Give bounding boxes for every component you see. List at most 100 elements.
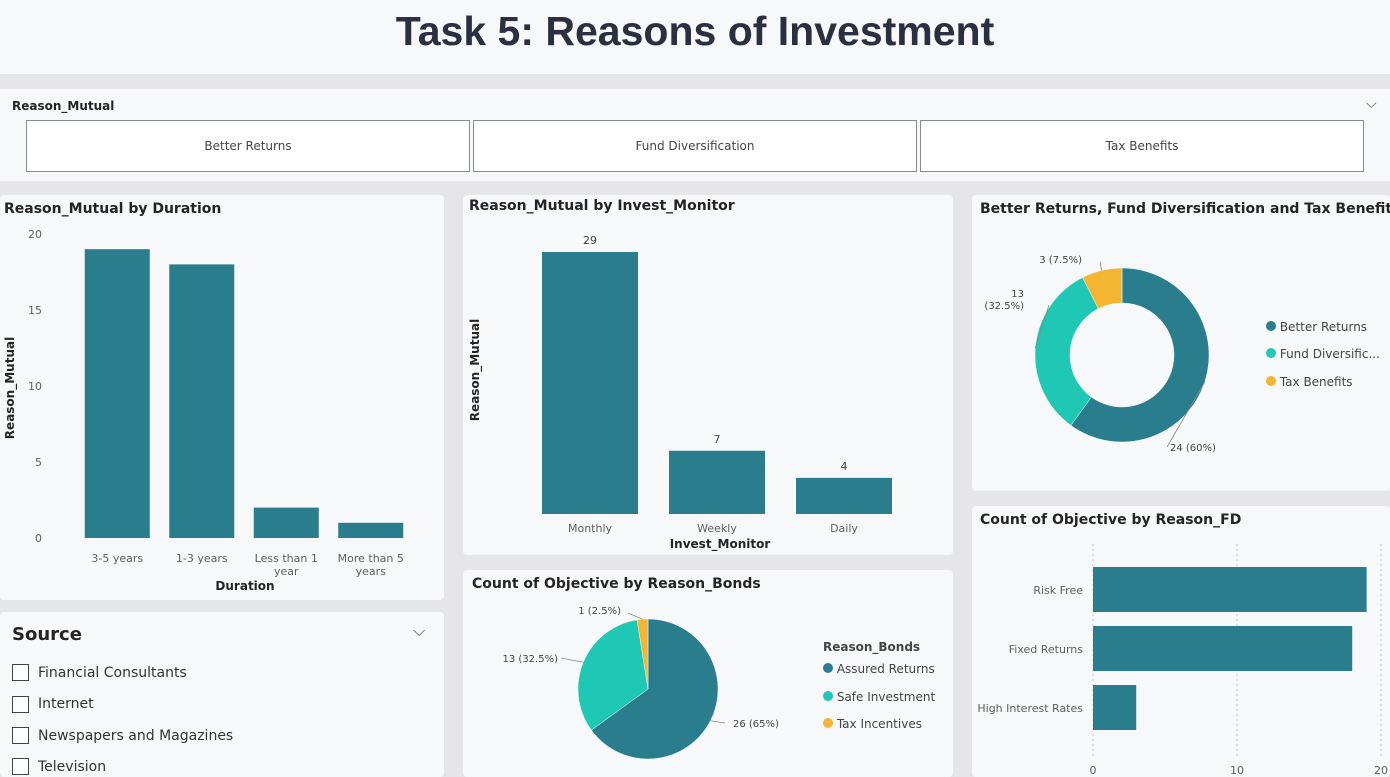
legend-dot [1266, 321, 1276, 331]
checkbox[interactable] [12, 695, 29, 713]
x-tick-label: Daily [830, 522, 858, 535]
checkbox[interactable] [12, 727, 29, 744]
x-axis-title: Duration [215, 579, 274, 593]
slice [577, 619, 649, 731]
data-label: 4 [841, 460, 848, 473]
chevron-down-icon[interactable]: ⌵ [413, 621, 426, 640]
leader-line [710, 720, 726, 724]
x-axis-title: Invest_Monitor [670, 537, 771, 552]
x-tick-label: 3-5 years [91, 552, 143, 565]
source-item-label: Newspapers and Magazines [38, 727, 234, 744]
legend-dot [1266, 348, 1276, 358]
legend-item[interactable]: Tax Benefits [1266, 375, 1380, 389]
slice [1070, 267, 1210, 443]
leader-line [627, 612, 643, 620]
y-tick-label: 10 [28, 380, 42, 393]
x-tick-label: 10 [1230, 764, 1244, 777]
checkbox[interactable] [12, 664, 29, 681]
source-item-label: Television [38, 758, 107, 775]
data-label: 24 (60%) [1170, 443, 1216, 454]
y-tick-label: Fixed Returns [1009, 643, 1084, 656]
bar [253, 507, 319, 538]
leader-line [1099, 261, 1103, 271]
data-label: 7 [714, 433, 721, 446]
x-tick-label: year [274, 565, 299, 578]
leader-line [1166, 381, 1206, 448]
data-label: 13 [1011, 289, 1024, 300]
checkbox[interactable] [12, 758, 29, 775]
bonds-legend: Reason_Bonds Assured Returns Safe Invest… [823, 640, 935, 731]
y-tick-label: 5 [35, 456, 42, 469]
legend-dot [823, 663, 833, 673]
slice [1082, 267, 1123, 310]
legend-item[interactable]: Better Returns [1266, 320, 1380, 347]
x-tick-label: Weekly [697, 522, 737, 535]
duration-chart: 0 5 10 15 20 Reason_Mutual 3-5 years 1-3 years L… [3, 228, 404, 593]
bar [1093, 685, 1137, 730]
bar [84, 249, 150, 538]
duration-chart-title: Reason_Mutual by Duration [4, 201, 222, 217]
page-title: Task 5: Reasons of Investment [395, 8, 995, 54]
bar [338, 522, 404, 538]
donut-legend: Better Returns Fund Diversific... Tax Be… [1266, 320, 1380, 389]
source-item-label: Financial Consultants [38, 664, 187, 681]
leader-line [560, 657, 584, 663]
x-tick-label: Less than 1 [255, 552, 318, 565]
x-tick-label: 0 [1090, 764, 1097, 777]
slice [636, 618, 649, 690]
data-label: 13 (32.5%) [503, 654, 559, 665]
bar [169, 264, 235, 538]
tile-fund-diversification[interactable]: Fund Diversification [473, 120, 917, 172]
fd-chart-title: Count of Objective by Reason_FD [980, 512, 1242, 528]
legend-title: Reason_Bonds [823, 640, 921, 654]
source-item[interactable]: Internet [12, 688, 233, 720]
y-tick-label: 15 [28, 304, 42, 317]
x-tick-label: More than 5 [338, 552, 404, 565]
y-tick-label: 20 [28, 228, 42, 241]
source-slicer-title: Source [12, 624, 82, 645]
legend-item[interactable]: Assured Returns [823, 662, 935, 690]
bar [669, 450, 765, 514]
tile-better-returns[interactable]: Better Returns [26, 120, 470, 172]
slicer-title: Reason_Mutual [12, 99, 115, 113]
legend-item[interactable]: Fund Diversific... [1266, 347, 1380, 375]
bar [542, 252, 638, 514]
donut-chart-title: Better Returns, Fund Diversification and… [980, 201, 1390, 217]
leader-line [1034, 304, 1050, 349]
slice [1034, 277, 1099, 426]
data-label: 29 [583, 234, 597, 247]
x-tick-label: 20 [1374, 764, 1388, 777]
monitor-chart: Reason_Mutual 29 Monthly 7 Weekly 4 Daily Inves… [468, 234, 892, 552]
title-bar [0, 0, 1390, 74]
data-label: 26 (65%) [733, 719, 779, 730]
x-tick-label: 1-3 years [176, 552, 228, 565]
legend-dot [823, 691, 833, 701]
y-tick-label: High Interest Rates [977, 702, 1083, 715]
legend-dot [823, 718, 833, 728]
legend-item[interactable]: Safe Investment [823, 690, 935, 717]
y-axis-title: Reason_Mutual [3, 337, 18, 439]
x-tick-label: years [356, 565, 387, 578]
y-axis-title: Reason_Mutual [468, 319, 483, 421]
source-item[interactable]: Financial Consultants [12, 657, 233, 688]
source-item[interactable]: Newspapers and Magazines [12, 720, 233, 751]
legend-item[interactable]: Tax Incentives [823, 717, 935, 731]
bonds-chart-title: Count of Objective by Reason_Bonds [472, 576, 761, 592]
source-item[interactable]: Television [12, 751, 233, 777]
bar [796, 477, 892, 514]
chevron-down-icon[interactable]: ⌵ [1366, 96, 1377, 112]
source-item-label: Internet [38, 696, 94, 712]
source-item-list: Financial Consultants Internet Newspaper… [12, 657, 233, 777]
x-tick-label: Monthly [568, 522, 613, 535]
legend-dot [1266, 376, 1276, 386]
source-slicer-card [0, 612, 444, 777]
y-tick-label: Risk Free [1033, 584, 1083, 597]
data-label: (32.5%) [984, 301, 1024, 312]
bar [1093, 626, 1353, 671]
data-label: 3 (7.5%) [1039, 255, 1082, 266]
tile-tax-benefits[interactable]: Tax Benefits [920, 120, 1364, 172]
bonds-chart: 26 (65%) 13 (32.5%) 1 (2.5%) [503, 606, 779, 760]
fd-chart: 0 10 20 Risk Free Fixed Returns High Interest… [977, 544, 1388, 777]
donut-chart: 24 (60%) 13(32.5%) 3 (7.5%) [984, 255, 1216, 454]
bar [1093, 567, 1367, 612]
